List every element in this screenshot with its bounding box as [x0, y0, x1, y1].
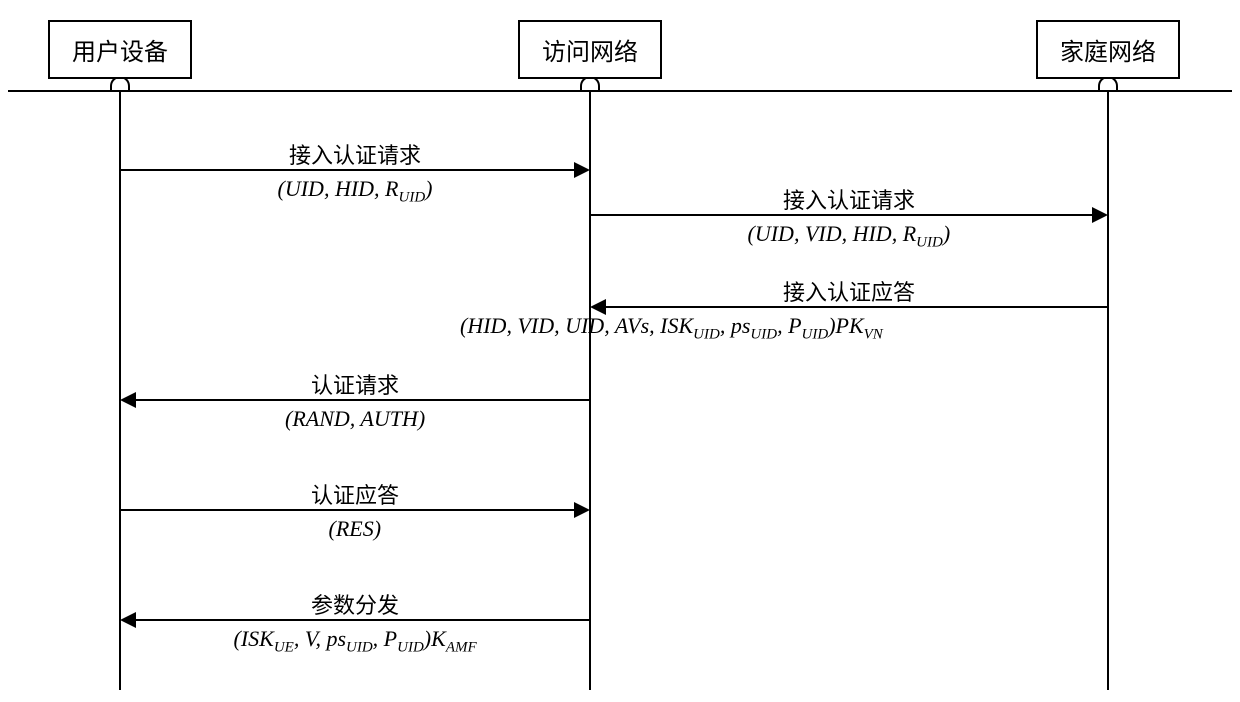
message-label: 接入认证请求	[783, 183, 915, 215]
arrow-head-icon	[120, 392, 136, 408]
arrow-head-icon	[574, 502, 590, 518]
message-label: 参数分发	[311, 588, 399, 620]
lifeline-hn	[1107, 90, 1109, 690]
lifeline-ue	[119, 90, 121, 690]
actor-label: 用户设备	[72, 40, 168, 66]
actor-label: 家庭网络	[1060, 40, 1156, 66]
message-label: 认证应答	[311, 478, 399, 510]
message-label: 认证请求	[311, 368, 399, 400]
actor-box-hn: 家庭网络	[1036, 20, 1180, 79]
arrow-head-icon	[120, 612, 136, 628]
actor-label: 访问网络	[542, 40, 638, 66]
horizon-line	[8, 90, 1232, 92]
message-params: (UID, HID, RUID)	[278, 176, 433, 206]
message-params: (ISKUE, V, psUID, PUID)KAMF	[234, 626, 477, 656]
actor-box-ue: 用户设备	[48, 20, 192, 79]
message-label: 接入认证请求	[289, 138, 421, 170]
message-params: (RAND, AUTH)	[285, 406, 425, 432]
message-label: 接入认证应答	[783, 275, 915, 307]
arrow-head-icon	[574, 162, 590, 178]
message-params: (UID, VID, HID, RUID)	[748, 221, 951, 251]
message-params: (HID, VID, UID, AVs, ISKUID, psUID, PUID…	[460, 313, 883, 343]
actor-box-vn: 访问网络	[518, 20, 662, 79]
lifeline-vn	[589, 90, 591, 690]
arrow-head-icon	[1092, 207, 1108, 223]
message-params: (RES)	[329, 516, 382, 542]
